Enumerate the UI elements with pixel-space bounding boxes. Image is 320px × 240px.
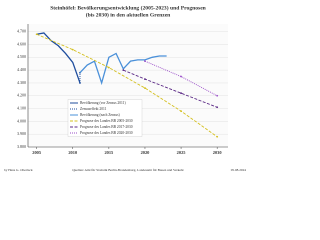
- legend-label: Prognose des Landes BB 2005-2030: [80, 119, 133, 123]
- legend-label: Bevölkerung (nach Zensus): [80, 113, 121, 117]
- series-point: [216, 94, 219, 97]
- x-tick-label: 2030: [213, 150, 223, 155]
- series-point: [180, 110, 182, 113]
- chart-title: Steinhöfel: Bevölkerungsentwicklung (200…: [50, 4, 206, 11]
- y-tick-label: 4.600: [17, 41, 26, 46]
- series-point: [216, 135, 219, 138]
- series-point: [71, 48, 74, 51]
- series-line: [36, 33, 218, 138]
- legend-label: Prognose des Landes BB 2017-2030: [80, 125, 133, 129]
- series-line: [79, 52, 167, 86]
- series-point: [79, 82, 81, 84]
- x-tick-label: 2025: [177, 150, 187, 155]
- series-point: [180, 75, 182, 78]
- series-point: [107, 66, 110, 69]
- x-tick-label: 2010: [68, 150, 78, 155]
- y-tick-label: 4.300: [17, 80, 26, 85]
- series-line: [144, 60, 218, 97]
- y-tick-label: 4.200: [17, 93, 26, 98]
- series-line: [36, 32, 81, 84]
- x-tick-label: 2015: [104, 150, 114, 155]
- y-tick-label: 4.100: [17, 105, 26, 110]
- footer-right: 05.08.2024: [231, 168, 247, 172]
- y-tick-label: 3.900: [17, 131, 26, 136]
- legend-label: Prognose des Landes BB 2020-2030: [80, 131, 133, 135]
- y-tick-label: 4.700: [17, 29, 26, 34]
- series-point: [144, 87, 146, 89]
- series-point: [144, 78, 146, 80]
- series-point: [144, 60, 146, 63]
- footer-center: Quellen: Amt für Statistik Berlin-Brande…: [72, 168, 184, 173]
- x-tick-label: 2020: [141, 150, 151, 155]
- y-tick-label: 3.800: [17, 144, 26, 149]
- legend-label: Zensuseffekt 2011: [80, 107, 107, 111]
- chart: Steinhöfel: Bevölkerungsentwicklung (200…: [4, 4, 247, 173]
- x-tick-label: 2005: [32, 150, 42, 155]
- y-tick-label: 4.500: [17, 54, 26, 59]
- legend-label: Bevölkerung (vor Zensus 2011): [80, 101, 126, 105]
- legend-box: [67, 99, 143, 137]
- footer-left: by Hans G. Oberlack: [4, 168, 33, 172]
- y-tick-label: 4.400: [17, 67, 26, 72]
- y-tick-label: 4.000: [17, 118, 26, 123]
- series-line: [123, 69, 218, 108]
- series-point: [35, 33, 38, 36]
- series-point: [122, 69, 125, 72]
- series-point: [180, 92, 182, 95]
- series-point: [216, 106, 219, 109]
- chart-title: (bis 2030) in den aktuellen Grenzen: [86, 11, 171, 18]
